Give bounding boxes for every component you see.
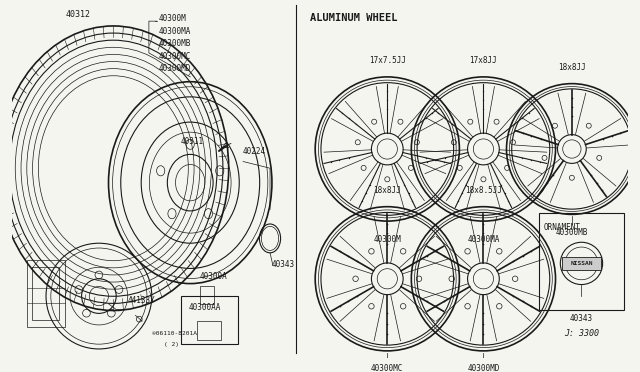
- Text: 40224: 40224: [243, 147, 266, 156]
- Bar: [563, 257, 601, 270]
- Text: 18x8JJ: 18x8JJ: [373, 186, 401, 195]
- Text: 17x8JJ: 17x8JJ: [470, 57, 497, 65]
- Bar: [31, 267, 58, 320]
- Text: 40300M: 40300M: [373, 235, 401, 244]
- Text: ALUMINUM WHEEL: ALUMINUM WHEEL: [310, 13, 398, 23]
- Text: 40300MA: 40300MA: [467, 235, 500, 244]
- Text: 40300MC: 40300MC: [371, 364, 403, 372]
- Text: 40300MC: 40300MC: [159, 52, 191, 61]
- Bar: [200, 286, 214, 304]
- Text: 40300AA: 40300AA: [188, 302, 221, 311]
- Text: 18x8JJ: 18x8JJ: [558, 63, 586, 72]
- Text: 40300MD: 40300MD: [467, 364, 500, 372]
- Text: ( 2): ( 2): [164, 342, 179, 347]
- Text: 40311: 40311: [180, 137, 204, 146]
- Text: 40300MB: 40300MB: [159, 39, 191, 48]
- Bar: [180, 296, 238, 344]
- Text: 40300A: 40300A: [200, 272, 228, 281]
- Text: 44133Y: 44133Y: [128, 296, 156, 305]
- Text: 40312: 40312: [65, 10, 90, 19]
- Text: 40343: 40343: [272, 260, 295, 269]
- Bar: [27, 260, 65, 327]
- Text: 40300MA: 40300MA: [159, 27, 191, 36]
- Bar: [197, 321, 221, 340]
- Text: 40300M: 40300M: [159, 14, 186, 23]
- Bar: [539, 214, 624, 310]
- Text: J: 3300: J: 3300: [564, 329, 599, 338]
- Text: 18x8.5JJ: 18x8.5JJ: [465, 186, 502, 195]
- Text: 17x7.5JJ: 17x7.5JJ: [369, 57, 406, 65]
- Text: 40300MB: 40300MB: [556, 228, 588, 237]
- Text: 40300MD: 40300MD: [159, 64, 191, 73]
- Text: NISSAN: NISSAN: [570, 261, 593, 266]
- Text: ®06110-8201A: ®06110-8201A: [152, 331, 196, 336]
- Text: 40343: 40343: [570, 314, 593, 323]
- Text: ORNAMENT: ORNAMENT: [544, 223, 581, 232]
